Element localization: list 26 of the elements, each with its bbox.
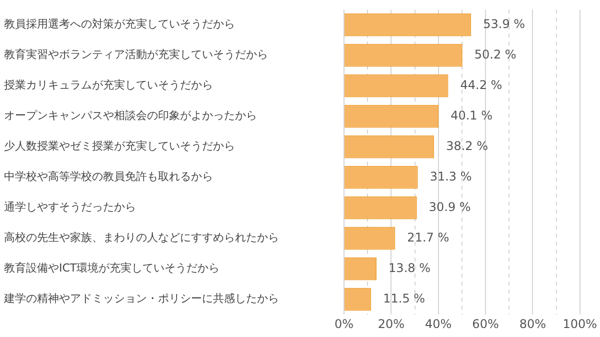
data-label: 53.9 % [483, 16, 526, 31]
y-tick-label: 少人数授業やゼミ授業が充実していそうだから [4, 140, 235, 153]
x-tick-label: 60% [472, 316, 499, 331]
data-label: 40.1 % [450, 108, 493, 122]
x-tick-label: 0% [334, 316, 354, 331]
data-label: 50.2 % [474, 47, 516, 62]
y-tick-label: 高校の先生や家族、まわりの人などにすすめられたから [4, 231, 279, 244]
y-tick-label: 建学の精神やアドミッション・ポリシーに共感したから [3, 292, 279, 306]
data-label: 38.2 % [446, 138, 488, 153]
x-tick-label: 100% [562, 316, 598, 331]
y-tick-label: 中学校や高等学校の教員免許も取れるから [4, 170, 213, 184]
data-label: 11.5 % [383, 291, 426, 306]
data-label: 44.2 % [460, 78, 502, 92]
x-tick-label: 80% [519, 316, 546, 331]
y-tick-label: 教育実習やボランティア活動が充実していそうだから [4, 48, 268, 62]
y-tick-label: オープンキャンパスや相談会の印象がよかったから [4, 109, 257, 122]
y-tick-label: 通学しやすそうだったから [4, 200, 136, 214]
x-tick-label: 40% [425, 316, 452, 331]
data-label: 13.8 % [388, 260, 430, 275]
data-label: 31.3 % [430, 169, 472, 184]
data-label: 21.7 % [407, 230, 450, 244]
y-tick-label: 教育設備やICT環境が充実していそうだから [4, 262, 220, 275]
y-tick-label: 教員採用選考への対策が充実していそうだから [4, 18, 235, 31]
x-tick-label: 20% [378, 316, 405, 331]
data-label: 30.9 % [428, 200, 471, 214]
y-tick-label: 授業カリキュラムが充実していそうだから [4, 78, 213, 92]
